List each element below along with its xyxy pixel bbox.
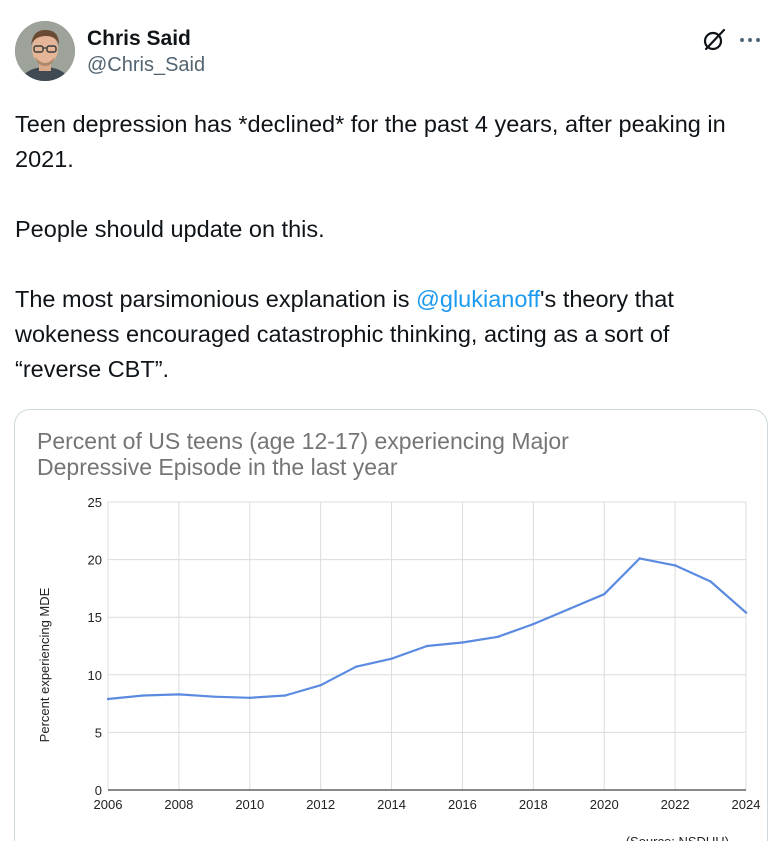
x-tick-label: 2016 (448, 797, 477, 812)
chart-title-line-1: Percent of US teens (age 12-17) experien… (37, 428, 569, 454)
data-point (142, 694, 145, 697)
data-point (567, 607, 570, 611)
x-tick-label: 2022 (661, 797, 690, 812)
tweet-paragraph-3-start: The most parsimonious explanation is (15, 286, 417, 312)
y-tick-label: 5 (95, 725, 102, 740)
tweet-text: Teen depression has *declined* for the p… (15, 107, 760, 387)
data-point (532, 622, 535, 626)
data-point (709, 580, 712, 583)
y-tick-label: 0 (95, 783, 102, 798)
x-tick-label: 2010 (235, 797, 264, 812)
x-tick-label: 2012 (306, 797, 335, 812)
tweet-header: Chris Said @Chris_Said (15, 21, 765, 83)
data-point (425, 644, 429, 648)
x-tick-label: 2020 (590, 797, 619, 812)
chart-title: Percent of US teens (age 12-17) experien… (37, 428, 737, 480)
data-point (390, 657, 393, 660)
y-axis-label: Percent experiencing MDE (37, 587, 52, 742)
x-tick-label: 2008 (164, 797, 193, 812)
y-tick-label: 10 (88, 668, 102, 683)
more-icon[interactable] (737, 27, 763, 53)
data-point (638, 557, 641, 560)
avatar[interactable] (15, 21, 75, 81)
author-names: Chris Said @Chris_Said (87, 26, 205, 78)
x-tick-label: 2024 (732, 797, 761, 812)
y-tick-label: 15 (88, 610, 102, 625)
x-tick-label: 2006 (94, 797, 123, 812)
chart-image-card[interactable]: Percent of US teens (age 12-17) experien… (14, 409, 768, 841)
data-point (673, 564, 677, 567)
tweet-paragraph-3-end: 's theory that wokeness encouraged catas… (15, 286, 674, 382)
tweet-paragraph-3: The most parsimonious explanation is @gl… (15, 282, 760, 387)
x-tick-label: 2018 (519, 797, 548, 812)
y-tick-label: 20 (88, 553, 102, 568)
data-point (106, 697, 110, 701)
tweet-paragraph-1: Teen depression has *declined* for the p… (15, 111, 726, 172)
data-point (744, 611, 748, 614)
avatar-image (15, 21, 75, 81)
x-tick-label: 2014 (377, 797, 406, 812)
data-point (496, 635, 500, 638)
chart-title-line-2: Depressive Episode in the last year (37, 454, 398, 480)
data-point (177, 693, 181, 696)
data-point (248, 696, 251, 700)
y-tick-label: 25 (88, 495, 102, 510)
data-point (354, 665, 358, 668)
author-display-name[interactable]: Chris Said (87, 27, 191, 50)
data-point (213, 695, 216, 698)
author-handle[interactable]: @Chris_Said (87, 54, 206, 76)
tweet-paragraph-2: People should update on this. (15, 216, 325, 242)
mention-link[interactable]: @glukianoff (416, 286, 541, 312)
data-point (603, 592, 606, 596)
data-point (284, 694, 287, 697)
data-point (319, 683, 322, 687)
line-chart: 0 5 10 15 20 25 2006 2008 2010 2012 2014 2016 2018 20… (37, 495, 761, 841)
data-point (461, 641, 464, 644)
grok-icon[interactable] (701, 27, 727, 53)
chart-source: (Source: NSDUH) (626, 834, 729, 841)
series-line (107, 557, 747, 701)
